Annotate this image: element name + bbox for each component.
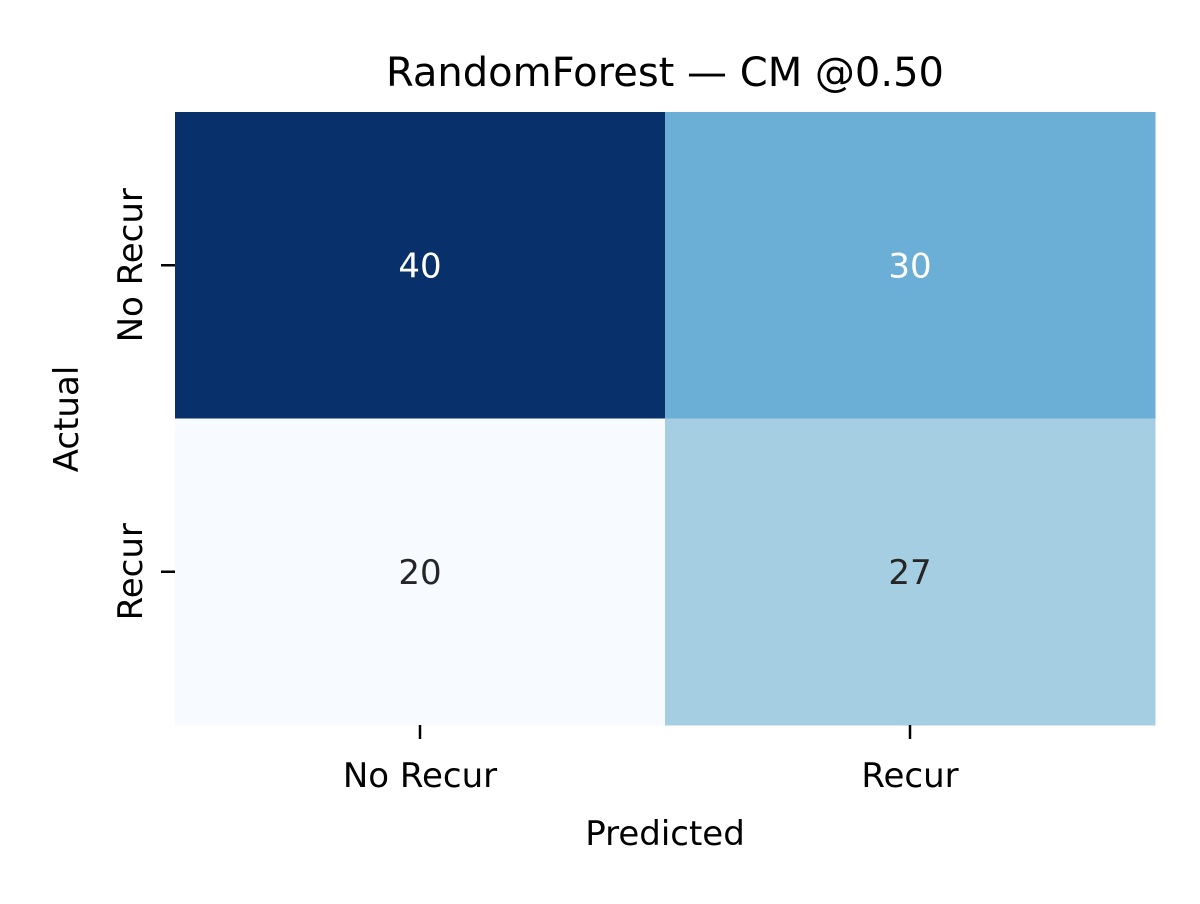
y-axis-label: Actual xyxy=(47,366,87,473)
y-axis-ticks: No Recur Recur xyxy=(111,188,175,620)
cell-value-label: 40 xyxy=(398,246,441,286)
heatmap-cell-no-recur-no-recur xyxy=(175,112,666,419)
x-tick-label-no-recur: No Recur xyxy=(343,756,497,796)
chart-title: RandomForest — CM @0.50 xyxy=(386,50,944,96)
x-axis-label: Predicted xyxy=(585,814,745,854)
heatmap-cell-recur-no-recur xyxy=(175,418,666,726)
heatmap-cell-recur-recur xyxy=(665,418,1156,726)
y-tick-label-recur: Recur xyxy=(111,523,151,620)
heatmap-cell-no-recur-recur xyxy=(665,112,1156,419)
cell-value-label: 20 xyxy=(398,553,441,593)
cell-value-label: 30 xyxy=(888,246,931,286)
heatmap-cells xyxy=(175,112,1156,726)
y-tick-label-no-recur: No Recur xyxy=(111,188,151,342)
x-tick-label-recur: Recur xyxy=(861,756,958,796)
x-axis-ticks: No Recur Recur xyxy=(343,725,959,796)
cell-value-label: 27 xyxy=(888,553,931,593)
cell-annotations: 40 30 20 27 xyxy=(398,246,931,593)
